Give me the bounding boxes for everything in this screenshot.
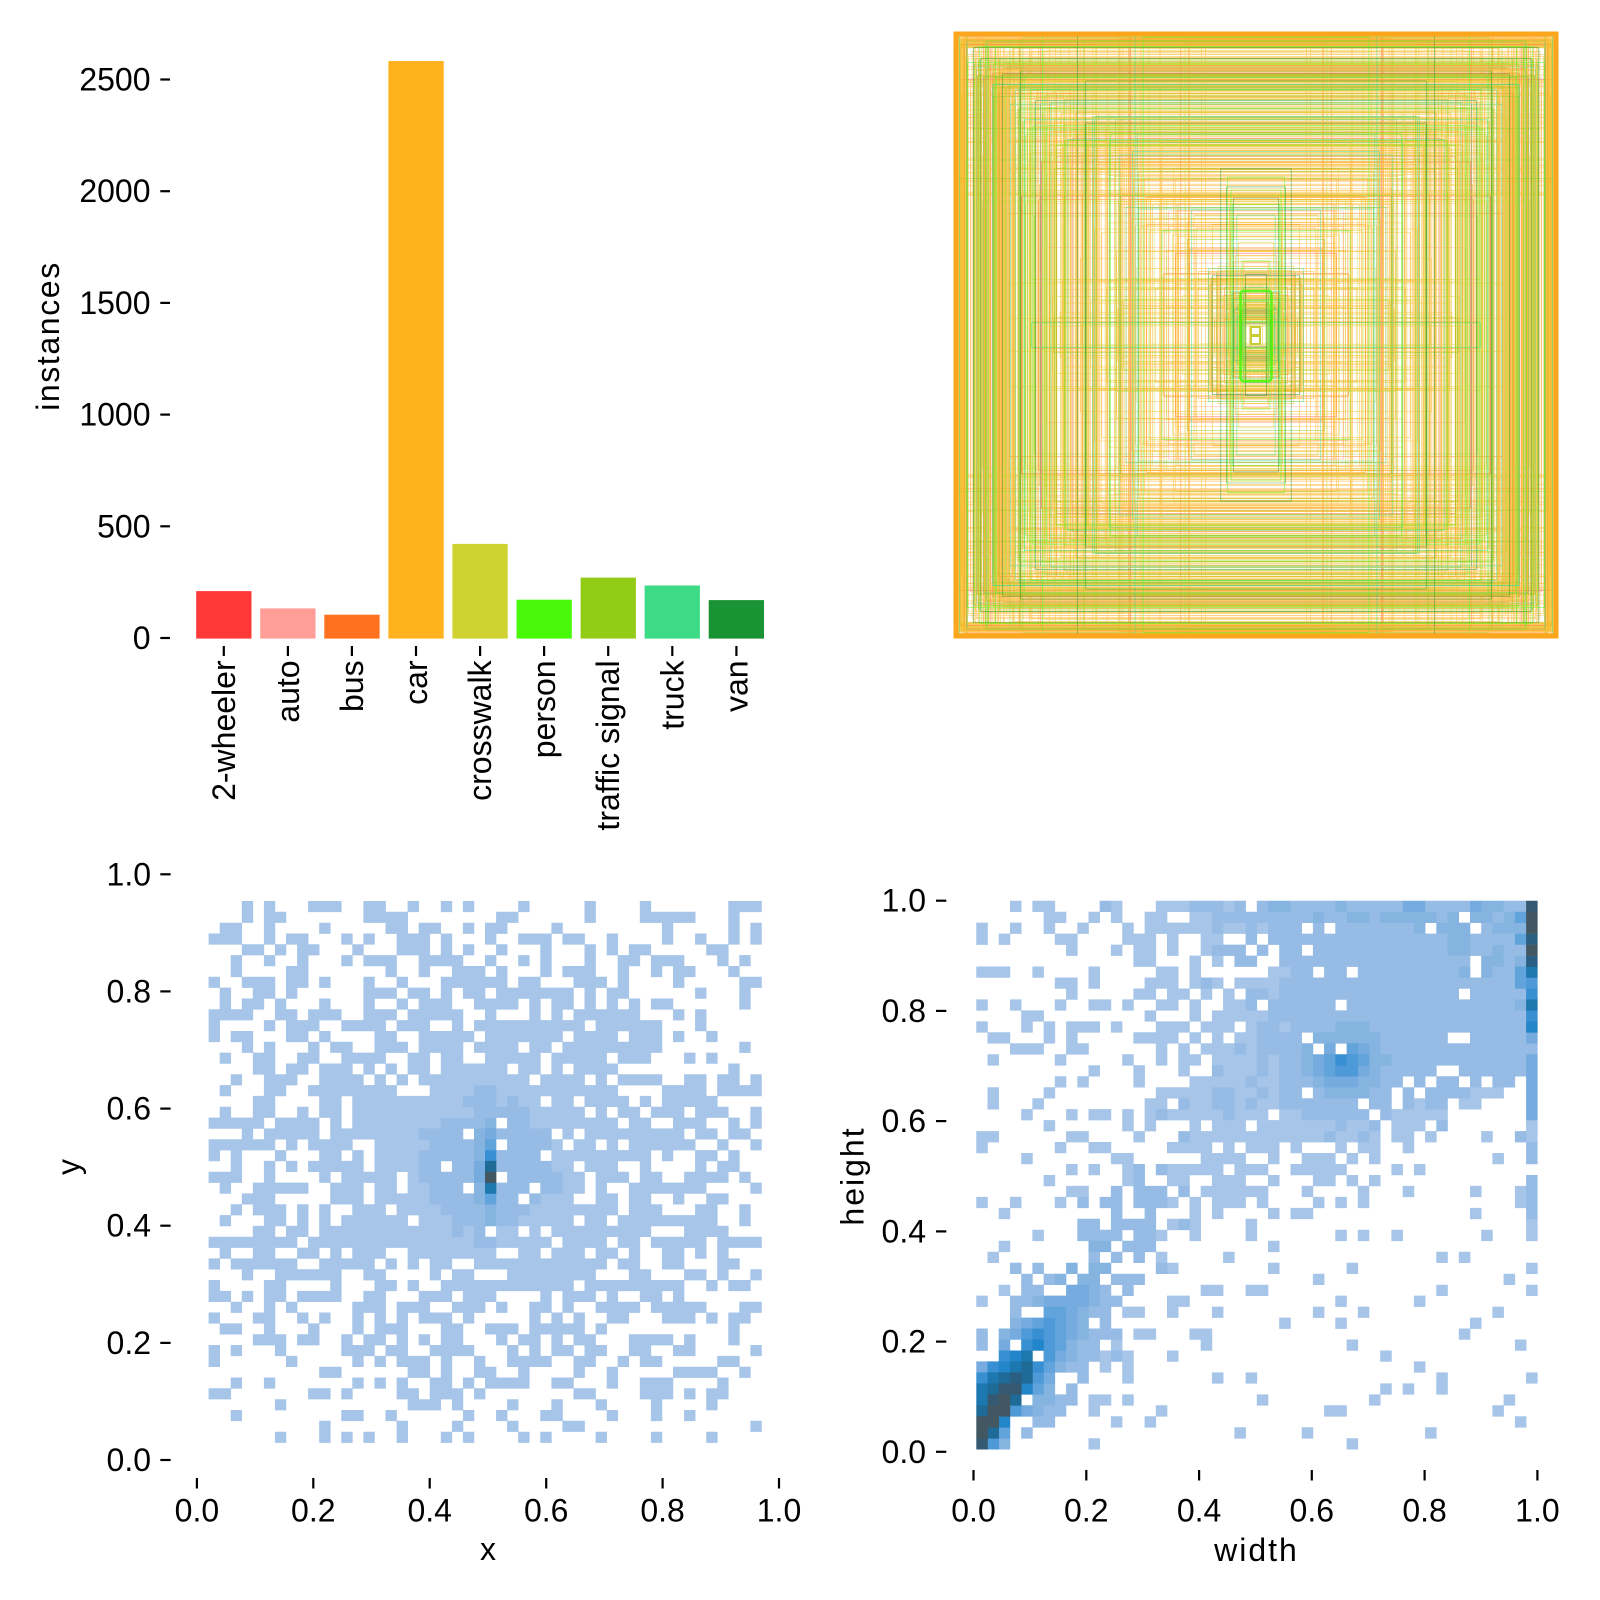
svg-text:1500: 1500 [79, 285, 150, 321]
svg-text:0.0: 0.0 [951, 1493, 995, 1529]
svg-text:1.0: 1.0 [107, 856, 151, 892]
svg-text:0.8: 0.8 [882, 993, 926, 1029]
svg-text:van: van [718, 660, 754, 712]
svg-text:0.8: 0.8 [1402, 1493, 1446, 1529]
svg-text:bus: bus [334, 660, 370, 712]
svg-text:x: x [480, 1531, 496, 1567]
svg-text:person: person [526, 660, 562, 758]
svg-text:truck: truck [654, 659, 690, 729]
svg-text:y: y [51, 1159, 87, 1175]
svg-text:1000: 1000 [79, 397, 150, 433]
svg-text:0.0: 0.0 [107, 1442, 151, 1478]
svg-text:1.0: 1.0 [1515, 1493, 1559, 1529]
svg-text:1.0: 1.0 [882, 883, 926, 919]
svg-text:auto: auto [270, 660, 306, 722]
svg-text:500: 500 [97, 508, 150, 544]
svg-text:0.8: 0.8 [107, 973, 151, 1009]
svg-text:0.2: 0.2 [291, 1493, 335, 1529]
svg-text:2000: 2000 [79, 173, 150, 209]
svg-text:0.4: 0.4 [107, 1208, 151, 1244]
svg-text:0.2: 0.2 [107, 1325, 151, 1361]
svg-text:0.4: 0.4 [407, 1493, 451, 1529]
svg-text:0.2: 0.2 [882, 1324, 926, 1360]
svg-text:0.4: 0.4 [1177, 1493, 1221, 1529]
svg-text:0.0: 0.0 [175, 1493, 219, 1529]
svg-text:0.6: 0.6 [1290, 1493, 1334, 1529]
svg-text:0.6: 0.6 [107, 1091, 151, 1127]
svg-text:instances: instances [30, 261, 66, 411]
svg-text:height: height [835, 1126, 871, 1225]
svg-text:0: 0 [133, 620, 151, 656]
svg-text:0.6: 0.6 [882, 1103, 926, 1139]
svg-text:car: car [398, 660, 434, 705]
svg-text:0.2: 0.2 [1064, 1493, 1108, 1529]
svg-text:crosswalk: crosswalk [462, 659, 498, 800]
svg-text:0.6: 0.6 [524, 1493, 568, 1529]
svg-text:2500: 2500 [79, 62, 150, 98]
svg-text:width: width [1213, 1532, 1299, 1568]
svg-text:1.0: 1.0 [757, 1493, 801, 1529]
svg-text:0.8: 0.8 [640, 1493, 684, 1529]
svg-text:0.4: 0.4 [882, 1213, 926, 1249]
svg-text:0.0: 0.0 [882, 1434, 926, 1470]
svg-text:2-wheeler: 2-wheeler [206, 660, 242, 801]
svg-text:traffic signal: traffic signal [590, 660, 626, 830]
